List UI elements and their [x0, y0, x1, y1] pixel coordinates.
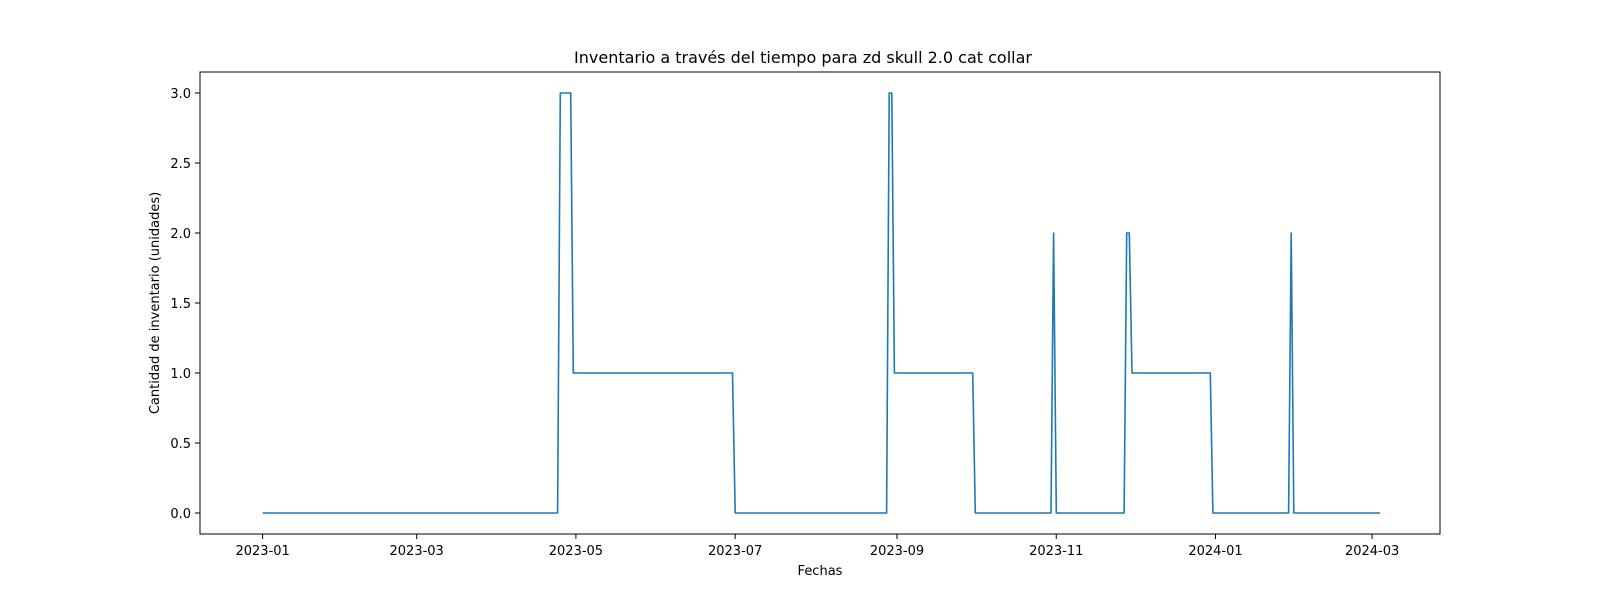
x-tick-label: 2023-03 [390, 544, 444, 559]
y-tick-label: 3.0 [170, 87, 191, 102]
plot-area-frame [199, 71, 1441, 535]
y-tick-label: 0.5 [170, 437, 191, 452]
y-tick-label: 0.0 [170, 507, 191, 522]
chart-title: Inventario a través del tiempo para zd s… [574, 48, 1032, 67]
x-tick-label: 2023-01 [235, 544, 289, 559]
y-axis-label: Cantidad de inventario (unidades) [148, 192, 163, 414]
x-tick-label: 2023-05 [549, 544, 603, 559]
y-axis-ticks: 0.0 0.5 1.0 1.5 2.0 2.5 3.0 [170, 87, 200, 522]
series-layer [262, 92, 1380, 514]
y-tick-label: 1.5 [170, 297, 191, 312]
y-tick-label: 2.5 [170, 157, 191, 172]
x-tick-label: 2024-03 [1345, 544, 1399, 559]
y-tick-label: 1.0 [170, 367, 191, 382]
x-tick-label: 2023-11 [1029, 544, 1083, 559]
x-tick-label: 2023-09 [870, 544, 924, 559]
y-tick-label: 2.0 [170, 227, 191, 242]
x-tick-label: 2024-01 [1188, 544, 1242, 559]
x-tick-label: 2023-07 [708, 544, 762, 559]
x-axis-ticks: 2023-01 2023-03 2023-05 2023-07 2023-09 2023-… [235, 534, 1399, 559]
series-line [262, 92, 1380, 514]
x-axis-label: Fechas [798, 564, 843, 579]
